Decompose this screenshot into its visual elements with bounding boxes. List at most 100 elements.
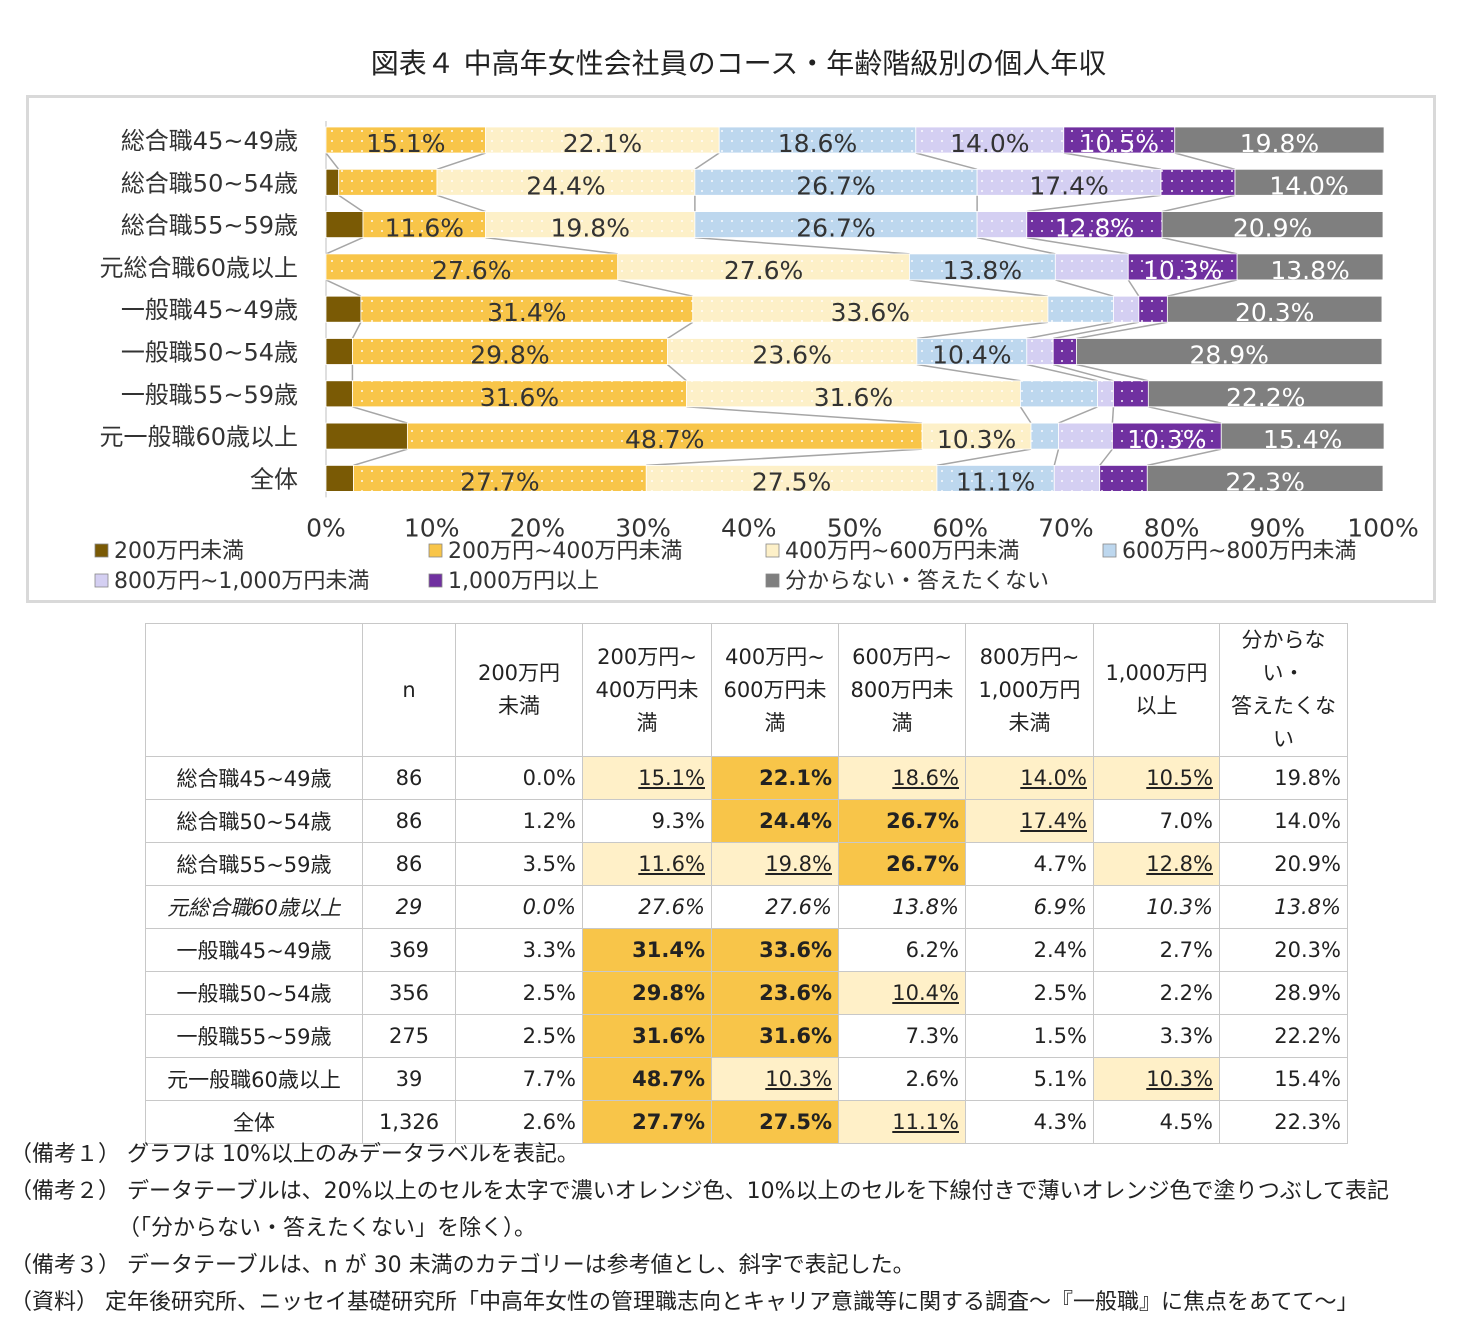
table-cell: 18.6%: [838, 756, 966, 800]
table-cell: 9.3%: [582, 799, 712, 843]
table-cell: 10.3%: [711, 1057, 839, 1101]
data-label: 29.8%: [470, 341, 549, 370]
table-cell: 33.6%: [711, 928, 839, 972]
column-header: 200万円 未満: [455, 623, 583, 757]
series-line: [686, 406, 923, 424]
table-cell: 19.8%: [1219, 756, 1348, 800]
table-cell: 10.3%: [1093, 885, 1220, 929]
bar-texture: [694, 169, 978, 196]
bar-segment: [1161, 211, 1384, 238]
table-cell: 13.8%: [1219, 885, 1348, 929]
table-cell: 26.7%: [838, 799, 966, 843]
x-tick-label: 40%: [721, 513, 777, 542]
table-cell: 26.7%: [838, 842, 966, 886]
x-tick-label: 80%: [1144, 513, 1200, 542]
table-cell: 6.2%: [838, 928, 966, 972]
bar-texture: [686, 380, 1021, 407]
table-cell: 7.7%: [455, 1057, 583, 1101]
data-label: 20.3%: [1235, 298, 1314, 327]
data-label: 31.4%: [487, 298, 566, 327]
table-cell: 23.6%: [711, 971, 839, 1015]
data-label: 11.1%: [956, 467, 1035, 496]
table-cell: 4.7%: [965, 842, 1094, 886]
table-cell: 11.6%: [582, 842, 712, 886]
table-cell: 15.4%: [1219, 1057, 1348, 1101]
table-cell: 369: [362, 928, 456, 972]
data-label: 10.5%: [1080, 129, 1159, 158]
legend-swatch: [94, 543, 109, 558]
data-label: 10.4%: [932, 341, 1011, 370]
bar-texture: [977, 211, 1027, 238]
series-line: [1026, 321, 1114, 340]
table-cell: 一般職50~54歳: [145, 971, 363, 1015]
series-line: [1055, 279, 1114, 297]
table-cell: 356: [362, 971, 456, 1015]
bar-texture: [922, 423, 1032, 450]
bar-texture: [909, 253, 1056, 280]
series-line: [1076, 321, 1168, 340]
series-line: [617, 279, 693, 297]
bar-texture: [916, 338, 1027, 365]
data-label: 27.6%: [724, 256, 803, 285]
table-cell: 3.3%: [455, 928, 583, 972]
bar-texture: [352, 338, 668, 365]
data-label: 15.4%: [1263, 425, 1342, 454]
bar-texture: [617, 253, 910, 280]
table-row: 全体 1,326 2.6% 27.7% 27.5% 11.1% 4.3% 4.5% 22.3%: [145, 1100, 1348, 1144]
data-label: 27.5%: [752, 467, 831, 496]
table-cell: 2.4%: [965, 928, 1094, 972]
table-header-row: n 200万円 未満 200万円~ 400万円未満 400万円~ 600万円未満 600万円~…: [145, 623, 1348, 757]
x-tick-label: 90%: [1250, 513, 1306, 542]
x-tick-label: 20%: [510, 513, 566, 542]
bar-texture: [1020, 380, 1098, 407]
table-row: 元総合職60歳以上 29 0.0% 27.6% 27.6% 13.8% 6.9% 10.3% 1…: [145, 885, 1348, 929]
bar-texture: [1138, 296, 1168, 323]
category-label: 一般職45~49歳: [121, 296, 298, 324]
table-cell: 10.5%: [1093, 756, 1220, 800]
bar-texture: [362, 211, 486, 238]
category-label: 元総合職60歳以上: [99, 254, 298, 282]
table-cell: 275: [362, 1014, 456, 1058]
bar-texture: [1161, 169, 1236, 196]
bar-texture: [353, 465, 647, 492]
column-header: 800万円~ 1,000万円 未満: [965, 623, 1094, 757]
legend-label: 800万円~1,000万円未満: [114, 569, 369, 594]
series-line: [1161, 236, 1238, 255]
data-label: 19.8%: [1240, 129, 1319, 158]
table-cell: 20.9%: [1219, 842, 1348, 886]
bar-segment: [325, 338, 353, 365]
bar-texture: [1113, 380, 1149, 407]
table-cell: 28.9%: [1219, 971, 1348, 1015]
series-line: [1026, 236, 1129, 255]
bar-segment: [1076, 338, 1383, 365]
table-cell: 2.2%: [1093, 971, 1220, 1015]
table-cell: 13.8%: [838, 885, 966, 929]
legend-label: 分からない・答えたくない: [785, 569, 1049, 594]
data-label: 31.6%: [814, 383, 893, 412]
legend-label: 600万円~800万円未満: [1122, 539, 1356, 564]
table-cell: 3.3%: [1093, 1014, 1220, 1058]
series-line: [976, 236, 1056, 255]
table-cell: 31.6%: [582, 1014, 712, 1058]
legend-label: 200万円~400万円未満: [448, 539, 682, 564]
bar-texture: [407, 423, 923, 450]
series-line: [1167, 279, 1238, 297]
series-line: [352, 406, 408, 424]
series-line: [1053, 321, 1139, 340]
chart-title: 図表４ 中高年女性会社員のコース・年齢階級別の個人年収: [370, 47, 1107, 80]
series-line: [325, 152, 340, 170]
x-tick-label: 10%: [404, 513, 460, 542]
legend-label: 1,000万円以上: [448, 569, 599, 594]
table-cell: 22.1%: [711, 756, 839, 800]
data-label: 18.6%: [778, 129, 857, 158]
table-cell: 1,326: [362, 1100, 456, 1144]
data-label: 17.4%: [1029, 171, 1108, 200]
bar-segment: [1234, 168, 1384, 196]
stacked-bar-chart: 15.1% 22.1% 18.6% 14.0% 10.5% 19.8% 24.4% 26.7%…: [94, 121, 1419, 594]
bar-segment: [1166, 295, 1383, 323]
table-cell: 11.1%: [838, 1100, 966, 1144]
series-line: [485, 236, 618, 255]
series-line: [916, 363, 1021, 382]
table-cell: 元一般職60歳以上: [145, 1057, 363, 1101]
series-line: [325, 279, 362, 297]
